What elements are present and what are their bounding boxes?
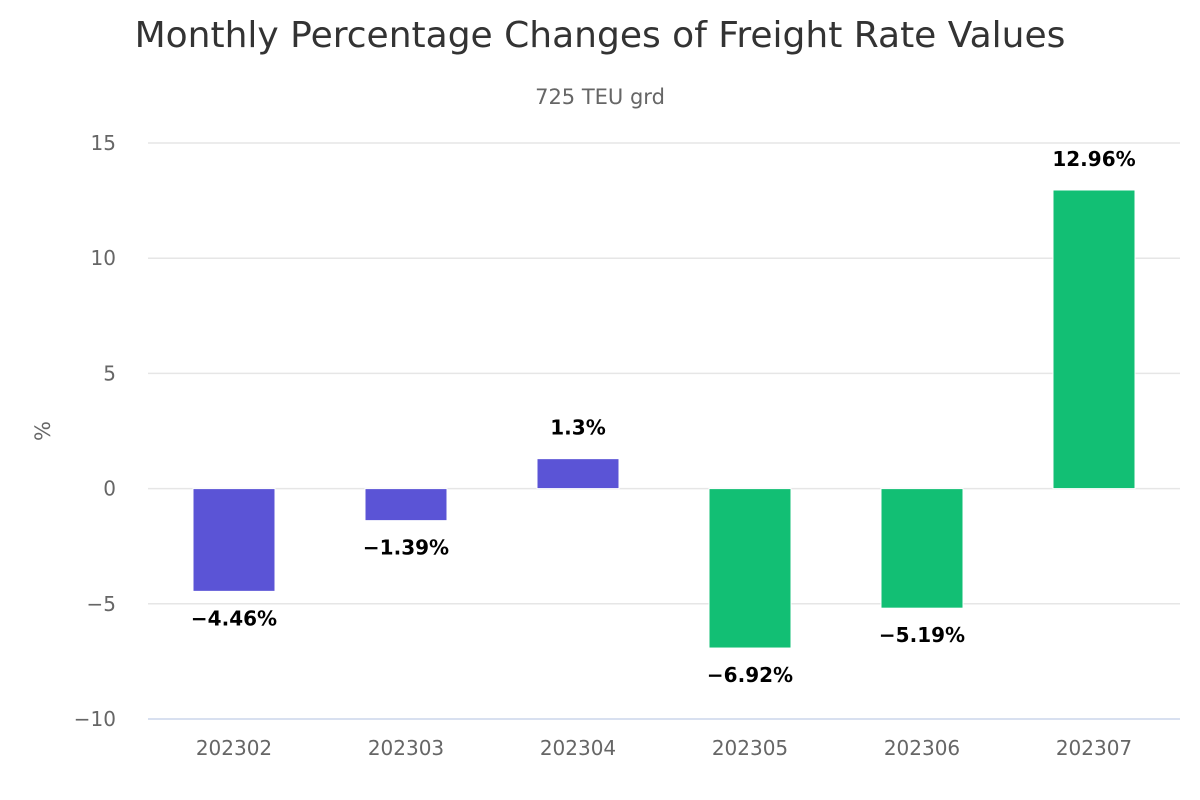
x-tick-label: 202306 — [884, 736, 960, 760]
y-tick-label: −10 — [74, 707, 116, 731]
bar-202303[interactable] — [364, 488, 448, 522]
data-labels: −4.46% −1.39% 1.3% −6.92% −5.19% 12.96% — [191, 147, 1136, 687]
bar-202307[interactable] — [1052, 189, 1136, 490]
bar-202305[interactable] — [708, 488, 792, 649]
y-tick-label: 0 — [103, 477, 116, 501]
y-tick-label: −5 — [87, 592, 116, 616]
gridlines — [148, 142, 1180, 720]
y-tick-label: 15 — [91, 131, 116, 155]
y-axis-title: % — [31, 421, 55, 441]
y-axis-ticks: 15 10 5 0 −5 −10 — [74, 131, 116, 731]
bars — [192, 189, 1136, 649]
data-label-202305: −6.92% — [707, 663, 793, 687]
x-tick-label: 202307 — [1056, 736, 1132, 760]
x-tick-label: 202302 — [196, 736, 272, 760]
chart-title: Monthly Percentage Changes of Freight Ra… — [135, 15, 1066, 56]
x-tick-label: 202304 — [540, 736, 616, 760]
data-label-202303: −1.39% — [363, 536, 449, 560]
y-tick-label: 10 — [91, 246, 116, 270]
y-tick-label: 5 — [103, 361, 116, 385]
data-label-202306: −5.19% — [879, 623, 965, 647]
bar-202304[interactable] — [536, 458, 620, 490]
bar-202302[interactable] — [192, 488, 276, 592]
chart-subtitle: 725 TEU grd — [535, 85, 665, 109]
data-label-202302: −4.46% — [191, 606, 277, 630]
x-tick-label: 202303 — [368, 736, 444, 760]
data-label-202304: 1.3% — [550, 416, 605, 440]
x-axis-ticks: 202302 202303 202304 202305 202306 202307 — [196, 736, 1132, 760]
data-label-202307: 12.96% — [1052, 147, 1135, 171]
bar-202306[interactable] — [880, 488, 964, 609]
x-tick-label: 202305 — [712, 736, 788, 760]
